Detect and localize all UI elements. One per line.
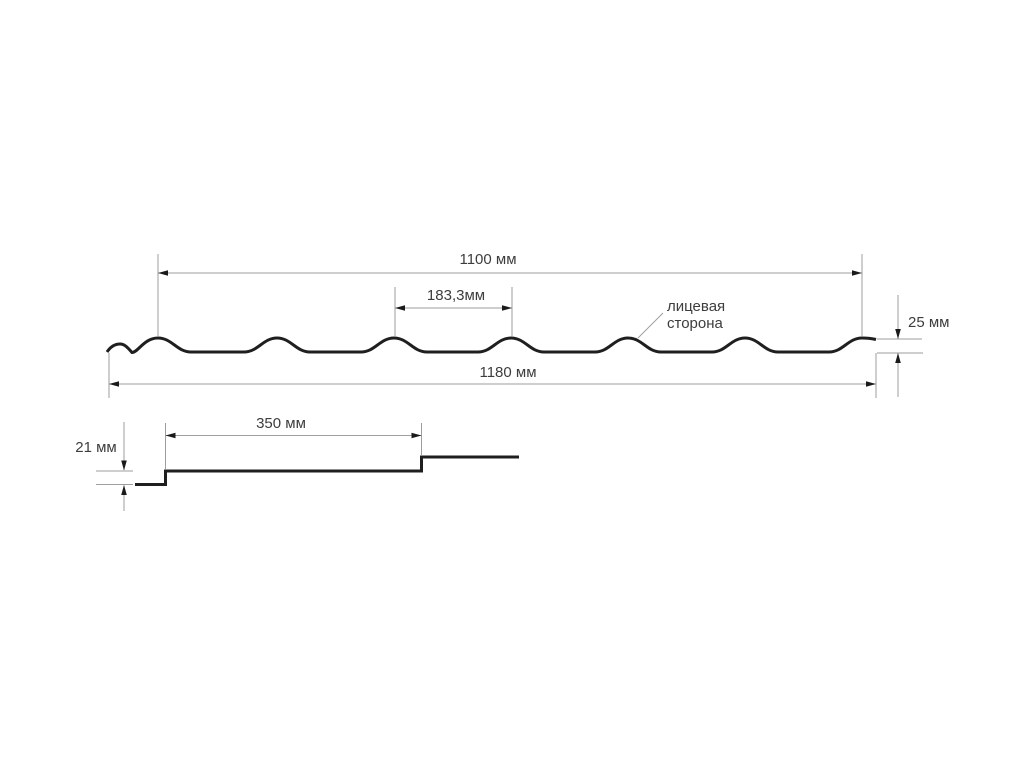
dim-label-wave-pitch: 183,3мм bbox=[426, 287, 486, 304]
dim-wave-pitch-lines bbox=[394, 287, 513, 336]
dim-profile-height bbox=[877, 295, 923, 397]
dim-label-profile-height: 25 мм bbox=[908, 314, 950, 331]
dim-step-height-arrowheads bbox=[121, 460, 127, 495]
dim-label-step-height: 21 мм bbox=[75, 439, 117, 456]
dim-step-height-lines bbox=[96, 422, 133, 511]
dim-label-step-length: 350 мм bbox=[256, 415, 306, 432]
step-profile-path bbox=[135, 455, 519, 486]
dim-profile-height-arrowheads bbox=[895, 329, 901, 363]
face-side-label: лицевая сторона bbox=[667, 298, 725, 332]
face-side-leader-line bbox=[637, 312, 664, 339]
face-side-label-line1: лицевая bbox=[667, 298, 726, 315]
dim-top-width-lines bbox=[157, 254, 863, 336]
face-side-label-line2: сторона bbox=[667, 315, 723, 332]
dim-wave-pitch bbox=[394, 287, 513, 336]
dim-profile-height-lines bbox=[877, 295, 923, 397]
dim-top-width bbox=[157, 254, 863, 336]
dim-label-top-width: 1100 мм bbox=[459, 251, 517, 268]
step-cross-section bbox=[135, 455, 519, 486]
tile-cross-section bbox=[105, 336, 877, 355]
dim-full-width bbox=[108, 353, 877, 398]
dim-step-length-lines bbox=[165, 423, 422, 469]
dim-label-full-width: 1180 мм bbox=[479, 364, 537, 381]
dim-step-length bbox=[165, 423, 422, 469]
tile-profile-path bbox=[105, 336, 877, 355]
dim-step-height bbox=[96, 422, 133, 511]
dim-full-width-lines bbox=[108, 353, 877, 398]
